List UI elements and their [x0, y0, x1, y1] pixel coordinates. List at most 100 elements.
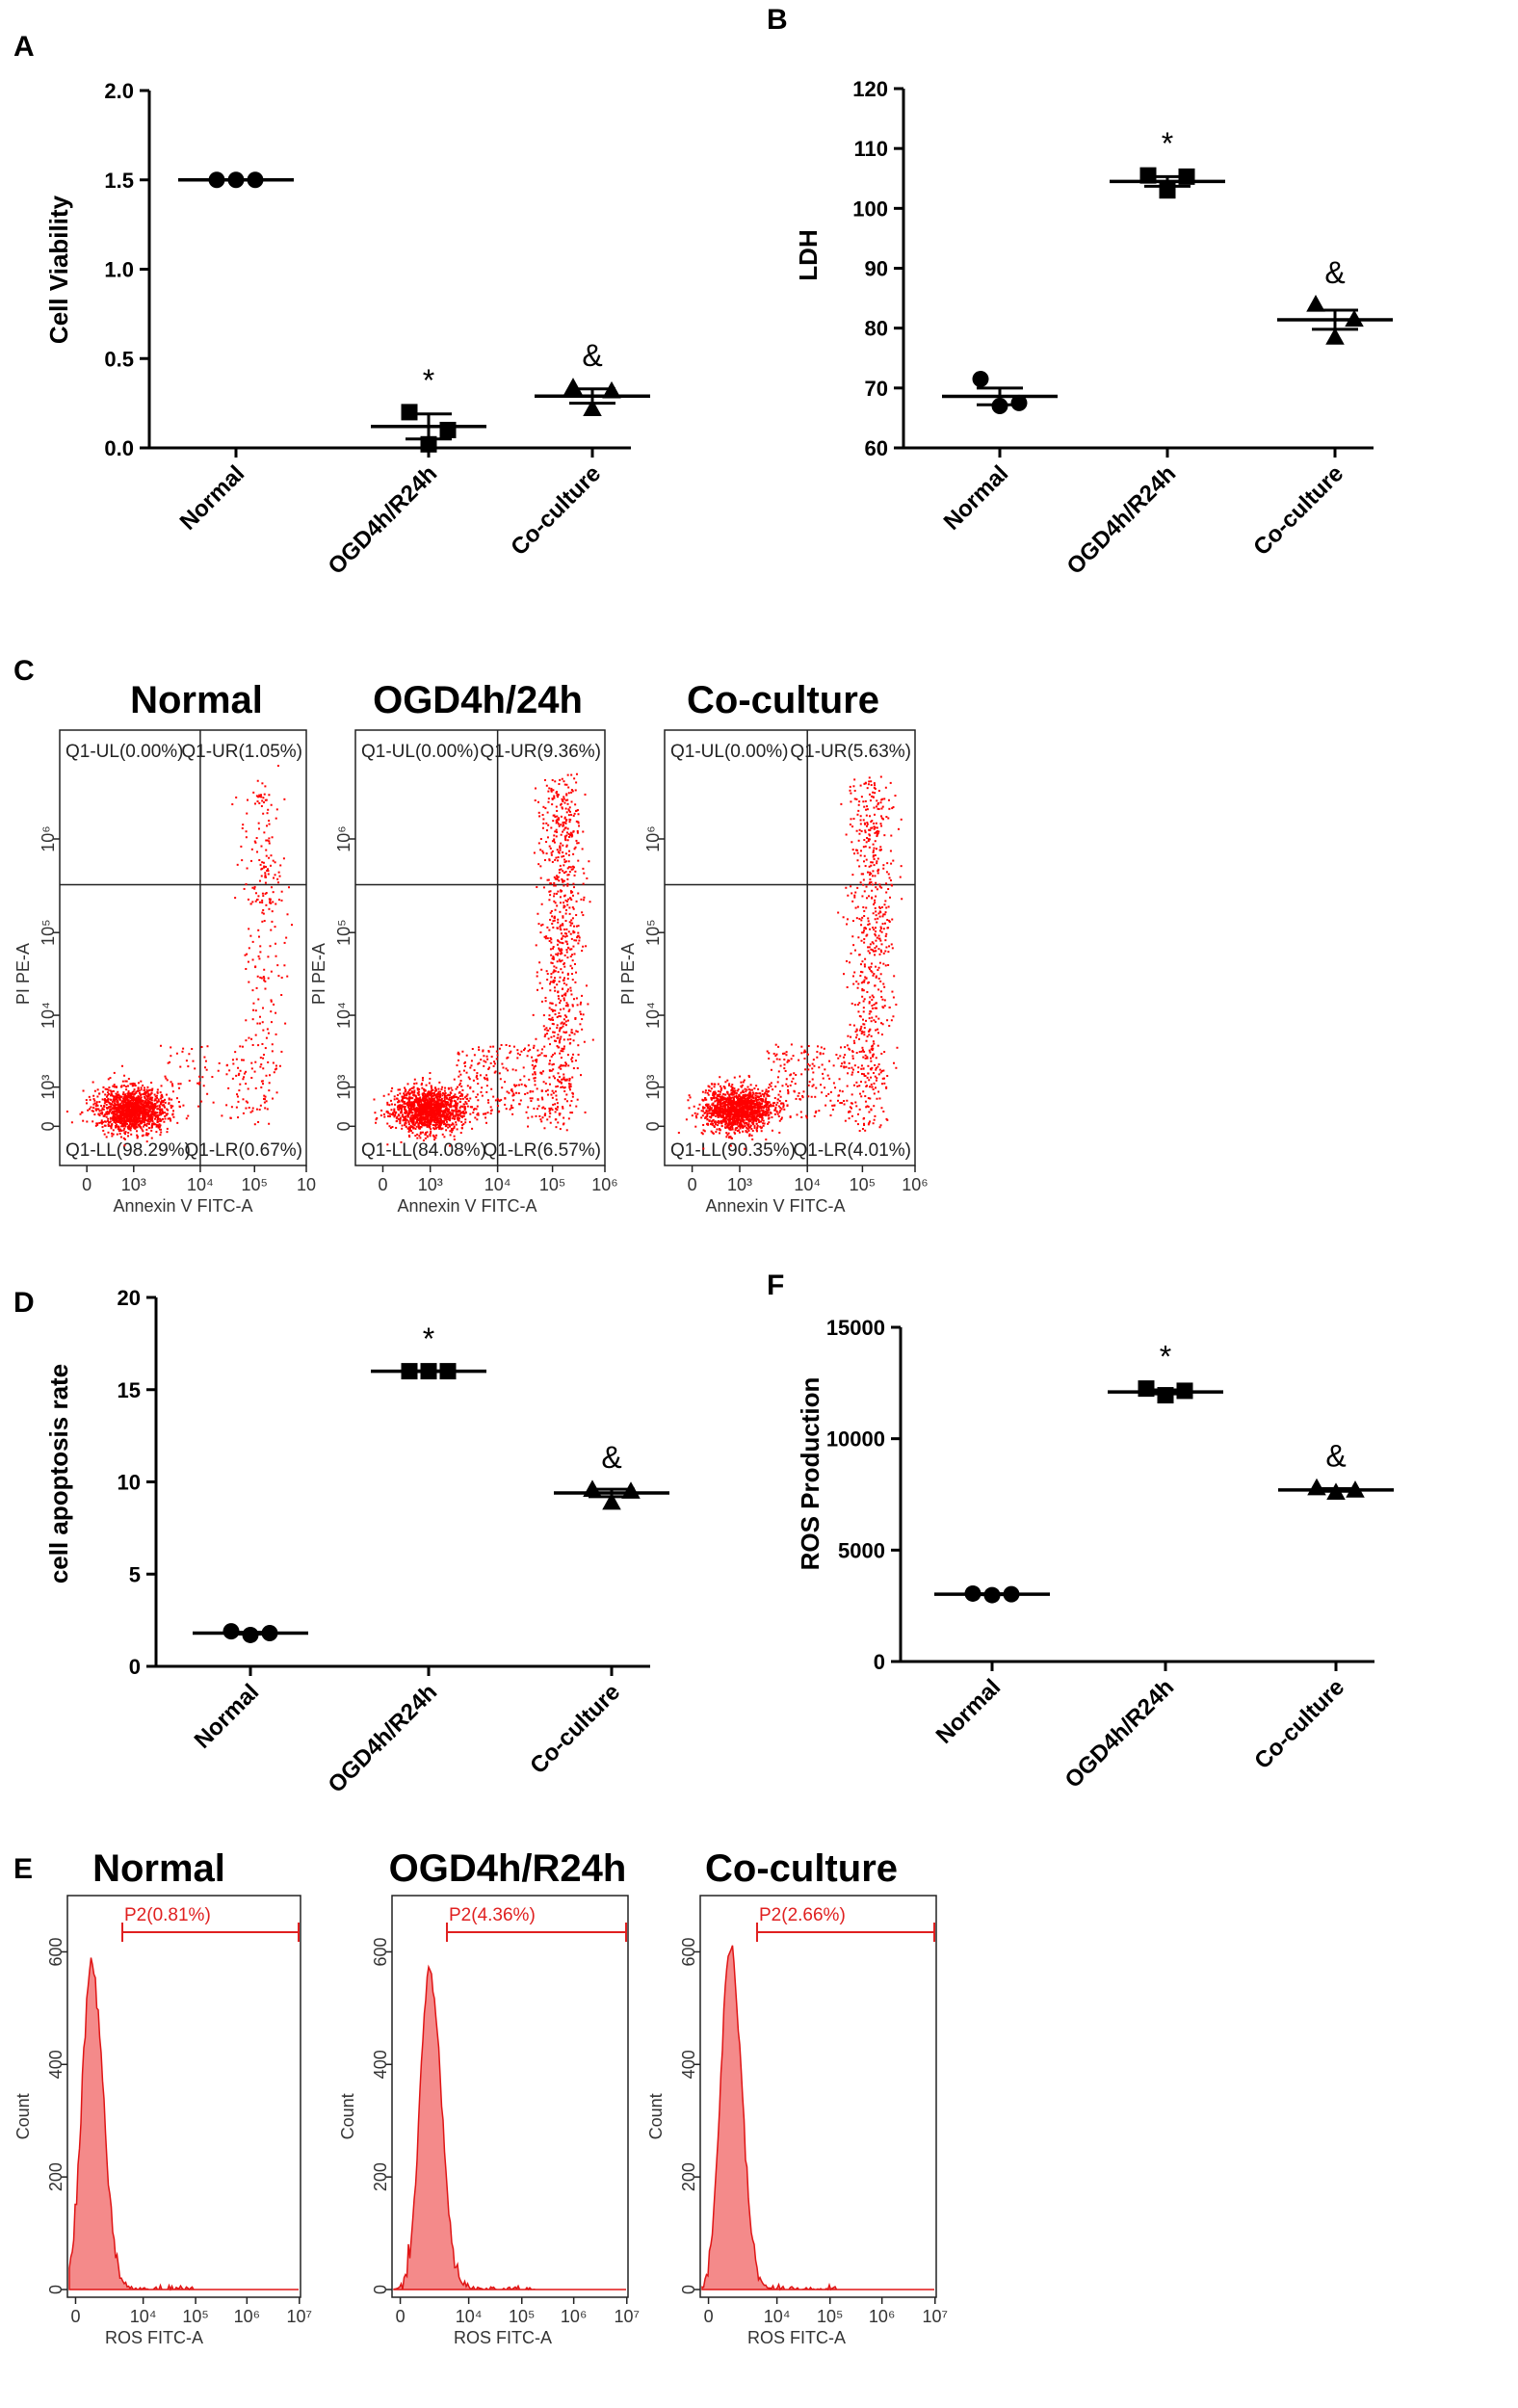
- event-dot: [145, 1122, 148, 1125]
- event-dot: [563, 1089, 566, 1092]
- event-dot: [262, 1007, 265, 1009]
- event-dot: [437, 1112, 440, 1115]
- event-dot: [487, 1101, 490, 1104]
- event-dot: [130, 1106, 133, 1109]
- event-dot: [130, 1109, 133, 1112]
- event-dot: [466, 1105, 469, 1108]
- event-dot: [239, 1045, 242, 1048]
- event-dot: [497, 1099, 500, 1102]
- data-point-A-2: [563, 378, 583, 395]
- event-dot: [135, 1110, 138, 1112]
- event-dot: [158, 1106, 161, 1109]
- event-dot: [723, 1103, 726, 1106]
- event-dot: [440, 1101, 443, 1104]
- event-dot: [707, 1085, 710, 1087]
- event-dot: [247, 1087, 249, 1090]
- event-dot: [126, 1125, 129, 1128]
- event-dot: [443, 1122, 446, 1125]
- event-dot: [179, 1083, 182, 1086]
- event-dot: [476, 1105, 479, 1108]
- event-dot: [443, 1120, 446, 1123]
- event-dot: [262, 1057, 265, 1060]
- event-dot: [225, 1073, 228, 1076]
- event-dot: [542, 822, 545, 824]
- event-dot: [269, 1074, 272, 1077]
- event-dot: [549, 847, 552, 850]
- event-dot: [456, 1102, 458, 1105]
- event-dot: [563, 879, 565, 882]
- event-dot: [280, 994, 283, 997]
- event-dot: [756, 1098, 759, 1101]
- event-dot: [277, 975, 280, 978]
- event-dot: [246, 812, 249, 815]
- event-dot: [290, 924, 293, 927]
- event-dot: [457, 1098, 459, 1101]
- event-dot: [541, 1098, 544, 1101]
- event-dot: [112, 1085, 115, 1087]
- event-dot: [457, 1059, 459, 1061]
- event-dot: [113, 1084, 116, 1086]
- event-dot: [122, 1112, 125, 1114]
- event-dot: [269, 945, 272, 948]
- event-dot: [458, 1084, 461, 1086]
- event-dot: [571, 917, 574, 920]
- event-dot: [433, 1089, 436, 1092]
- event-dot: [542, 886, 545, 889]
- dot-y-tick-label-2: 10⁴: [643, 1002, 663, 1029]
- event-dot: [537, 800, 539, 803]
- event-dot: [581, 1018, 584, 1021]
- event-dot: [481, 1094, 484, 1097]
- event-dot: [420, 1084, 423, 1086]
- event-dot: [568, 897, 571, 900]
- event-dot: [565, 928, 568, 930]
- event-dot: [567, 814, 570, 817]
- event-dot: [578, 939, 581, 942]
- event-dot: [566, 773, 569, 776]
- event-dot: [287, 886, 290, 889]
- event-dot: [551, 1016, 554, 1019]
- dot-x-tick-label-1: 10³: [418, 1175, 443, 1194]
- event-dot: [138, 1089, 141, 1092]
- event-dot: [550, 789, 553, 792]
- event-dot: [548, 1110, 551, 1112]
- event-dot: [565, 983, 568, 986]
- event-dot: [556, 818, 559, 821]
- event-dot: [124, 1086, 127, 1088]
- event-dot: [554, 1077, 557, 1080]
- event-dot: [122, 1120, 125, 1123]
- event-dot: [463, 1106, 466, 1109]
- event-dot: [451, 1088, 454, 1091]
- quadrant-lr-2: Q1-LR(4.01%): [794, 1140, 912, 1161]
- event-dot: [553, 977, 556, 980]
- event-dot: [125, 1115, 128, 1118]
- event-dot: [562, 942, 564, 945]
- event-dot: [554, 989, 557, 992]
- event-dot: [134, 1118, 137, 1121]
- event-dot: [156, 1118, 159, 1121]
- event-dot: [408, 1107, 411, 1110]
- event-dot: [744, 1107, 746, 1110]
- event-dot: [388, 1125, 391, 1128]
- event-dot: [149, 1102, 152, 1105]
- event-dot: [563, 999, 565, 1002]
- event-dot: [253, 1123, 256, 1126]
- event-dot: [133, 1114, 136, 1117]
- data-point-A-1: [439, 421, 457, 438]
- event-dot: [558, 1011, 561, 1014]
- event-dot: [556, 794, 559, 797]
- event-dot: [257, 895, 260, 898]
- event-dot: [143, 1102, 145, 1105]
- event-dot: [437, 1119, 440, 1122]
- event-dot: [551, 798, 554, 800]
- event-dot: [453, 1094, 456, 1097]
- event-dot: [448, 1114, 451, 1117]
- event-dot: [448, 1103, 451, 1106]
- event-dot: [471, 1106, 474, 1109]
- event-dot: [716, 1121, 719, 1124]
- event-dot: [146, 1111, 149, 1113]
- event-dot: [159, 1108, 162, 1111]
- event-dot: [755, 1119, 758, 1122]
- event-dot: [96, 1088, 99, 1091]
- category-label-A: Normal: [175, 460, 250, 536]
- data-point-B-0: [991, 397, 1008, 414]
